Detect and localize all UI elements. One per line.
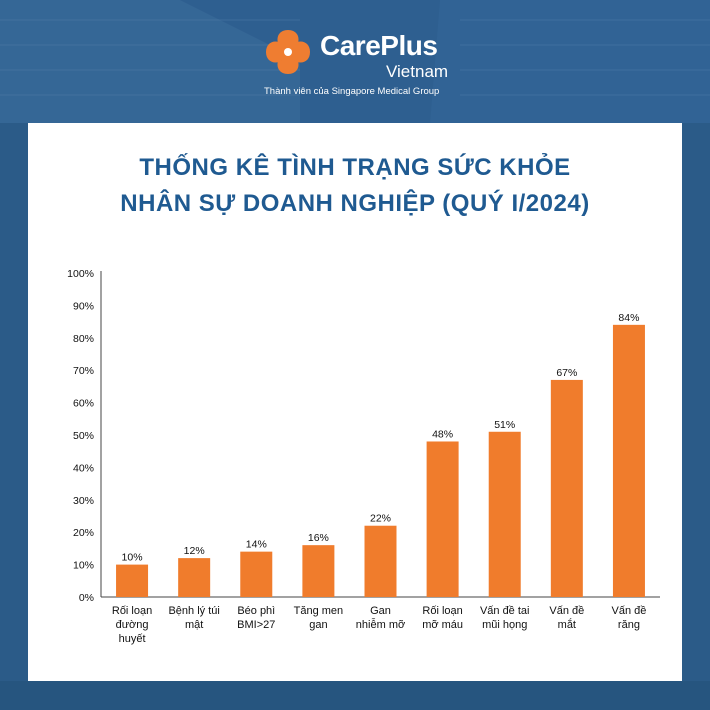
bar-value-label: 22%: [370, 513, 391, 525]
y-tick-label: 40%: [73, 462, 94, 474]
x-category-label: Béo phì BMI>27: [237, 605, 275, 631]
brand-tagline: Thành viên của Singapore Medical Group: [264, 86, 440, 97]
y-tick-label: 10%: [73, 560, 94, 572]
bar-value-label: 67%: [556, 367, 577, 379]
x-category-label: Vấn đề tai mũi họng: [480, 605, 530, 631]
y-tick-label: 30%: [73, 495, 94, 507]
bar-value-label: 16%: [308, 532, 329, 544]
careplus-logo: CarePlus Vietnam Thành viên của Singapor…: [262, 24, 462, 104]
chart-title-line-2: NHÂN SỰ DOANH NGHIỆP (QUÝ I/2024): [120, 190, 590, 217]
bar-chart: 0% 10% 20% 30% 40% 50% 60% 70% 80% 90% 100% 10% 12%…: [67, 268, 660, 645]
y-tick-label: 20%: [73, 527, 94, 539]
bar: [612, 324, 645, 597]
x-category-label: Rối loạn đường huyết: [112, 605, 152, 645]
x-category-label: Bệnh lý túi mật: [168, 605, 219, 631]
bar: [302, 545, 335, 597]
bar: [426, 441, 459, 597]
bar: [178, 558, 211, 597]
bar-value-label: 10%: [122, 552, 143, 564]
y-tick-label: 90%: [73, 300, 94, 312]
bar-value-label: 12%: [184, 545, 205, 557]
brand-country: Vietnam: [386, 62, 449, 81]
y-tick-label: 60%: [73, 398, 94, 410]
x-category-label: Tăng men gan: [294, 605, 344, 631]
y-tick-label: 0%: [79, 592, 94, 604]
bar: [364, 525, 397, 597]
bar: [240, 551, 273, 597]
x-category-label: Rối loạn mỡ máu: [422, 605, 463, 631]
bar: [488, 431, 521, 597]
bar-value-label: 14%: [246, 539, 267, 551]
y-tick-label: 100%: [67, 268, 94, 280]
brand-name: CarePlus: [320, 30, 438, 61]
careplus-flower-logo-icon: [266, 30, 310, 74]
bar: [116, 564, 149, 597]
x-category-label: Vấn đề răng: [612, 605, 647, 631]
y-tick-label: 50%: [73, 430, 94, 442]
bar-value-label: 51%: [494, 419, 515, 431]
x-category-label: Gan nhiễm mỡ: [356, 605, 405, 631]
chart-card: THỐNG KÊ TÌNH TRẠNG SỨC KHỎE NHÂN SỰ DOA…: [28, 123, 682, 681]
bar-value-label: 84%: [618, 312, 639, 324]
bar-value-label: 48%: [432, 428, 453, 440]
y-tick-label: 80%: [73, 333, 94, 345]
x-category-label: Vấn đề mắt: [549, 605, 584, 631]
y-tick-label: 70%: [73, 365, 94, 377]
bar: [550, 379, 583, 597]
chart-title-line-1: THỐNG KÊ TÌNH TRẠNG SỨC KHỎE: [139, 154, 571, 181]
